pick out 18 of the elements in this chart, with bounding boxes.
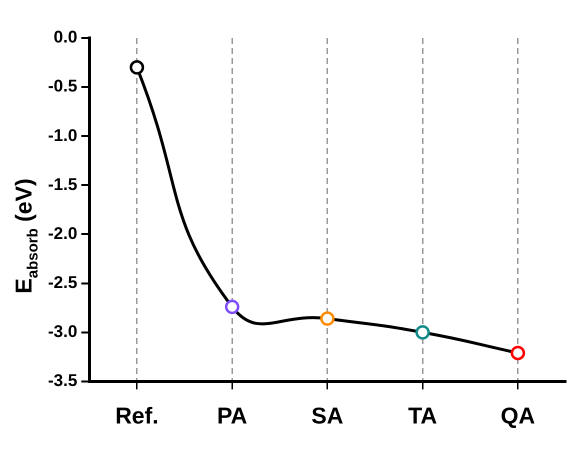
point — [415, 325, 430, 340]
x-tick-label: QA — [500, 402, 536, 429]
y-tick-label: -1.0 — [48, 126, 78, 145]
y-tick-label: -1.5 — [48, 174, 78, 194]
y-tick-label: -3.5 — [48, 371, 78, 390]
y-tick-label: -3.0 — [48, 322, 78, 342]
point — [224, 300, 240, 314]
x-tick-label: Ref. — [115, 402, 159, 429]
point — [510, 346, 526, 360]
y-tick-label: -2.5 — [48, 272, 78, 292]
y-tick-label: 0.0 — [54, 28, 78, 47]
point — [130, 60, 144, 75]
y-tick-label: -0.5 — [48, 76, 78, 96]
x-tick-label: PA — [217, 402, 248, 429]
x-tick-label: SA — [311, 402, 344, 429]
y-tick-label: -2.0 — [48, 224, 78, 243]
point — [320, 311, 335, 326]
x-tick-label: TA — [408, 402, 438, 429]
